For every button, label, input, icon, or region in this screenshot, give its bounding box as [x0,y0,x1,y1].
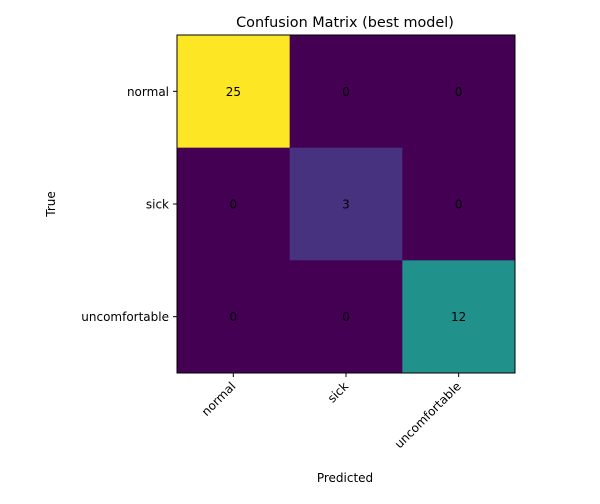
x-axis-ticks: normal sick uncomfortable [199,373,464,451]
x-tick-label: normal [199,379,239,419]
heatmap-cell-uncomfortable-uncomfortable [402,260,516,374]
y-tick-label: uncomfortable [81,310,169,324]
heatmap-cell-normal-uncomfortable [402,35,516,149]
heatmap-cell-normal-sick [289,35,403,149]
cell-value-label: 0 [455,85,463,99]
y-axis-ticks: normal sick uncomfortable [81,85,177,324]
cell-annotations: 25 0 0 0 3 0 0 0 12 [226,85,467,324]
y-tick-label: sick [146,198,169,212]
heatmap-cells [177,35,516,374]
heatmap-cell-sick-normal [177,147,291,261]
cell-value-label: 12 [451,310,466,324]
cell-value-label: 0 [455,198,463,212]
x-tick-label: sick [325,379,351,405]
chart-title: Confusion Matrix (best model) [236,15,454,31]
heatmap-cell-normal-normal [177,35,291,149]
cell-value-label: 0 [230,198,238,212]
x-tick-label: uncomfortable [392,379,464,451]
y-axis-label: True [44,191,58,218]
y-tick-label: normal [127,85,169,99]
cell-value-label: 0 [230,310,238,324]
cell-value-label: 25 [226,85,241,99]
heatmap-cell-sick-uncomfortable [402,147,516,261]
cell-value-label: 3 [342,198,350,212]
x-axis-label: Predicted [317,471,373,485]
cell-value-label: 0 [342,310,350,324]
heatmap-cell-uncomfortable-sick [289,260,403,374]
cell-value-label: 0 [342,85,350,99]
heatmap-cell-sick-sick [289,147,403,261]
heatmap-cell-uncomfortable-normal [177,260,291,374]
